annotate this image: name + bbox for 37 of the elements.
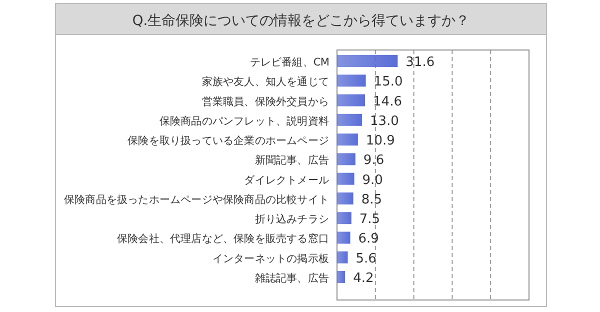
- data-label: 9.0: [362, 172, 383, 188]
- y-tick-label: 保険商品を扱ったホームページや保険商品の比較サイト: [64, 192, 329, 206]
- data-label: 5.6: [356, 251, 376, 266]
- data-label: 6.9: [358, 232, 379, 247]
- y-tick-label: 家族や友人、知人を通じて: [202, 75, 329, 88]
- data-label: 15.0: [374, 74, 403, 90]
- y-tick-label: 雑誌記事、広告: [254, 272, 330, 284]
- bar: [337, 114, 362, 126]
- bar: [337, 212, 352, 224]
- y-tick-label: 折り込みチラシ: [254, 212, 330, 226]
- y-tick-label: インターネットの掲示板: [212, 252, 330, 265]
- y-tick-label: 新聞記事、広告: [254, 154, 330, 167]
- chart-title: Q.生命保険についての情報をどこから得ていますか？: [132, 13, 470, 29]
- bar: [337, 153, 356, 166]
- bar: [337, 192, 354, 204]
- data-label: 14.6: [373, 94, 402, 110]
- bar: [337, 94, 366, 106]
- bar: [337, 172, 354, 185]
- data-label: 7.5: [359, 212, 380, 228]
- y-tick-label: 保険を取り扱っている企業のホームページ: [128, 135, 330, 148]
- y-tick-label: テレビ番組、CM: [250, 56, 330, 68]
- bar: [337, 74, 366, 87]
- bar: [337, 134, 358, 146]
- bar: [337, 55, 398, 67]
- y-tick-label: 営業職員、保険外交員から: [202, 94, 329, 108]
- data-label: 4.2: [353, 271, 374, 286]
- y-tick-label: 保険商品のパンフレット、説明資料: [159, 114, 330, 128]
- data-label: 31.6: [406, 55, 435, 70]
- data-label: 9.6: [363, 153, 384, 168]
- bar: [337, 251, 348, 264]
- y-tick-label: ダイレクトメール: [244, 174, 330, 186]
- y-tick-label: 保険会社、代理店など、保険を販売する窓口: [116, 232, 329, 246]
- data-label: 10.9: [366, 134, 395, 149]
- bar: [337, 232, 350, 244]
- data-label: 8.5: [361, 192, 382, 208]
- bar: [337, 271, 346, 283]
- data-label: 13.0: [370, 114, 399, 129]
